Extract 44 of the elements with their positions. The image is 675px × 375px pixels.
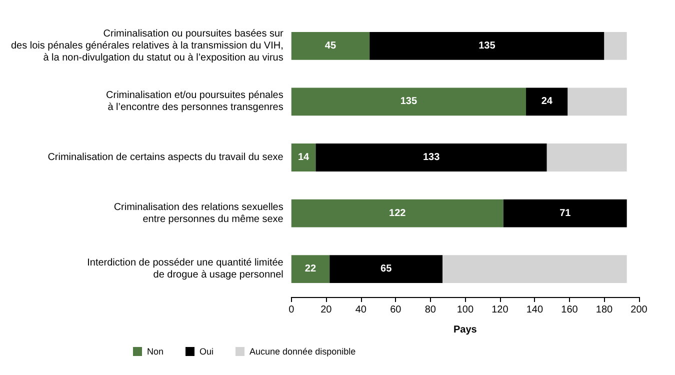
bar: [316, 144, 547, 172]
data-label: 135: [478, 40, 496, 52]
data-label: 122: [389, 208, 406, 219]
x-axis-title: Pays: [454, 324, 478, 336]
legend-label: Aucune donnée disponible: [250, 346, 356, 356]
bar: [291, 144, 316, 172]
bar: [291, 255, 330, 284]
y-tick-label: Interdiction de posséder une quantité limitée de drogue à usage personnel: [87, 258, 284, 281]
bar: [526, 88, 568, 116]
data-label: 71: [560, 208, 572, 219]
x-tick-label: 80: [424, 304, 436, 316]
y-tick-label: Criminalisation de certains aspects du travail du sexe: [48, 152, 284, 163]
bar: [291, 32, 370, 60]
data-label: 14: [298, 152, 310, 163]
y-tick-label: Criminalisation ou poursuites basées sur des lois pénales générales relatives à la transmission du VIH, à la non-divulgation du statut ou à l’exposition au virus: [10, 28, 284, 64]
x-tick-label: 100: [456, 304, 474, 316]
bar: [503, 199, 627, 228]
x-tick-label: 120: [492, 304, 509, 316]
data-label: 24: [541, 96, 553, 108]
x-tick-label: 180: [596, 304, 614, 316]
x-tick-label: 200: [630, 304, 648, 316]
bar: [370, 32, 604, 60]
bar: [291, 88, 526, 116]
data-label: 45: [324, 40, 336, 52]
data-label: 135: [400, 96, 418, 108]
data-label: 22: [304, 264, 316, 275]
bar: [442, 255, 627, 284]
bar: [546, 144, 627, 172]
data-label: 65: [380, 264, 392, 275]
legend-label: Non: [147, 346, 164, 356]
bar: [568, 88, 627, 116]
x-tick-label: 40: [355, 304, 367, 316]
legend-label: Oui: [200, 346, 214, 356]
bar: [291, 199, 504, 228]
bar: [604, 32, 627, 60]
x-tick-label: 20: [320, 304, 332, 316]
x-tick-label: 60: [390, 304, 402, 316]
x-tick-label: 0: [288, 304, 295, 316]
bar: [330, 255, 443, 284]
y-tick-label: Criminalisation des relations sexuelles entre personnes du même sexe: [114, 202, 284, 225]
data-label: 133: [422, 152, 440, 163]
x-tick-label: 160: [561, 304, 578, 316]
x-tick-label: 140: [526, 304, 544, 316]
y-tick-label: Criminalisation et/ou poursuites pénales à l’encontre des personnes transgenres: [106, 90, 284, 114]
